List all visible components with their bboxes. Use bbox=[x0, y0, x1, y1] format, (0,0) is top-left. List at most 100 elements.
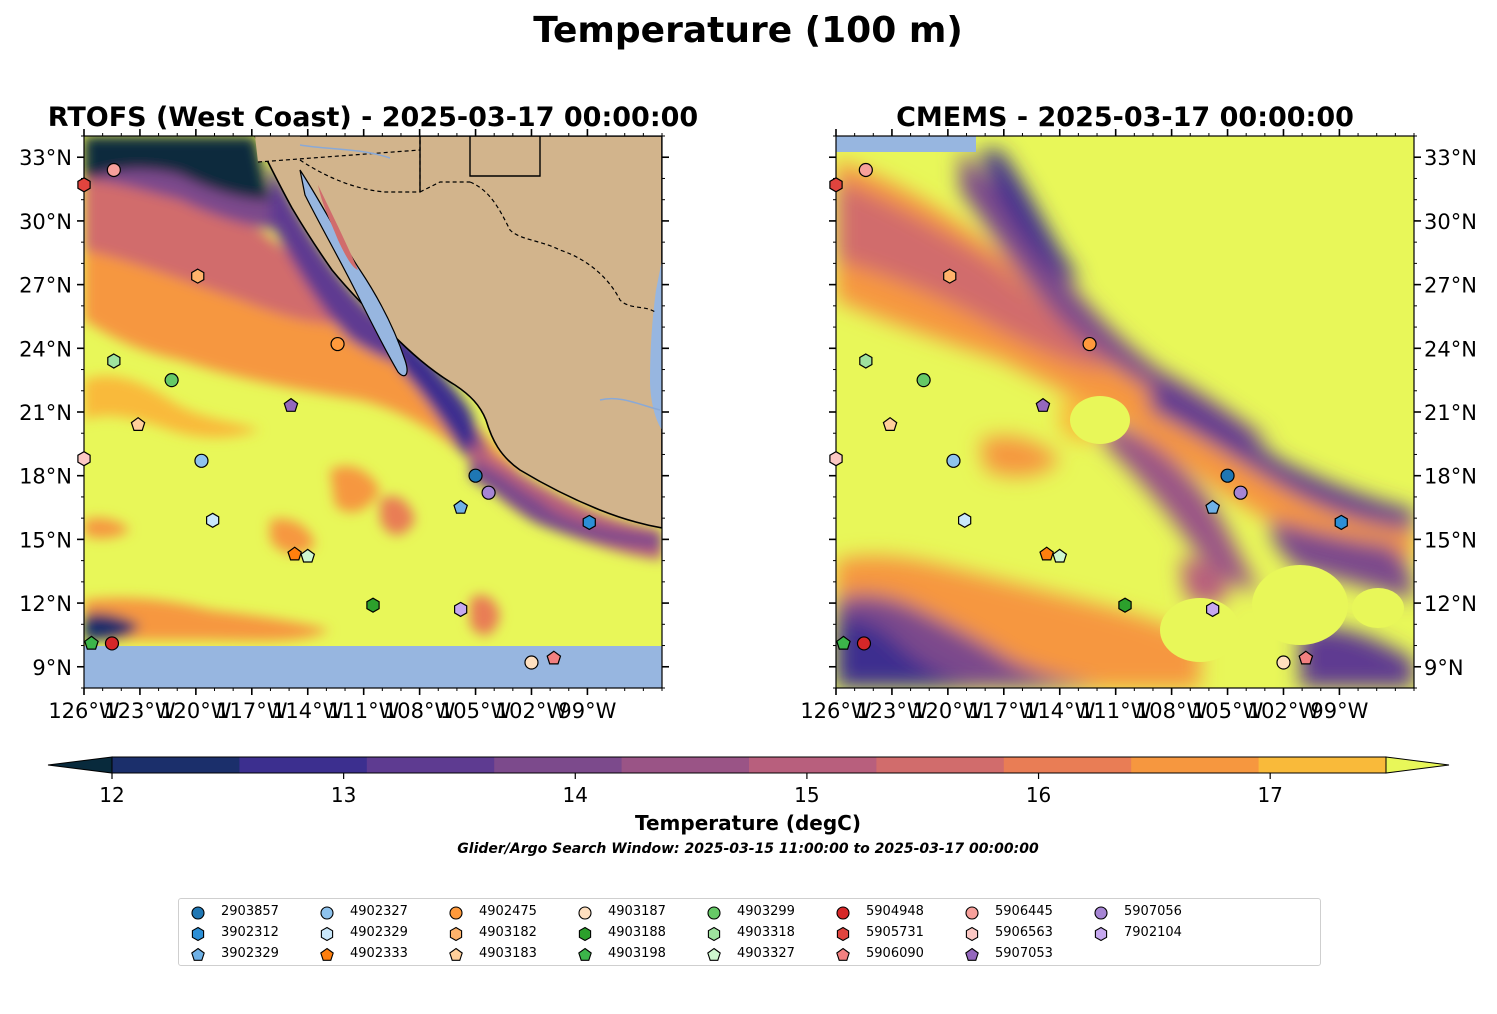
legend-label: 4902329 bbox=[350, 925, 408, 940]
legend-label: 4902327 bbox=[350, 904, 408, 919]
temperature-field bbox=[84, 136, 662, 641]
legend-marker-4903182 bbox=[449, 926, 463, 942]
x-tick-label-cmems: 117°W bbox=[968, 699, 1040, 723]
float-marker-4903318-rtofs bbox=[107, 353, 121, 369]
float-marker-4903188-rtofs bbox=[366, 597, 380, 613]
float-marker-5905731-cmems bbox=[829, 177, 843, 193]
legend-label: 4903318 bbox=[737, 925, 795, 940]
float-marker-7902104-rtofs bbox=[454, 601, 468, 618]
legend-label: 4903183 bbox=[479, 946, 537, 961]
legend-label: 4903299 bbox=[737, 904, 795, 919]
no-data-mask bbox=[836, 136, 976, 152]
warm-eddies bbox=[1070, 396, 1404, 662]
x-tick-label-rtofs: 111°W bbox=[328, 699, 400, 723]
float-marker-5906090-rtofs bbox=[546, 650, 562, 665]
float-marker-4902327-rtofs bbox=[194, 453, 209, 468]
float-marker-5906445-rtofs bbox=[106, 162, 121, 178]
float-marker-4903198-rtofs bbox=[84, 635, 99, 650]
float-marker-4902329-rtofs bbox=[206, 512, 220, 528]
colorbar-extend-high bbox=[1385, 756, 1450, 774]
colorbar-level-7 bbox=[1003, 757, 1132, 773]
pentagon-marker-icon bbox=[836, 947, 850, 961]
legend-marker-4903198 bbox=[578, 947, 592, 961]
float-marker-3902329-rtofs bbox=[453, 499, 469, 514]
y-tick-label-rtofs: 18°N bbox=[19, 465, 72, 489]
colorbar: 12 13 14 15 16 17 bbox=[47, 756, 1450, 807]
legend-marker-4903327 bbox=[707, 947, 721, 961]
x-tick-label-cmems: 111°W bbox=[1080, 699, 1152, 723]
legend-label: 5907053 bbox=[995, 946, 1053, 961]
pentagon-marker-icon bbox=[191, 947, 205, 961]
hexagon-marker-icon bbox=[965, 926, 979, 942]
x-tick-label-cmems: 120°W bbox=[912, 699, 984, 723]
legend-label: 3902329 bbox=[221, 946, 279, 961]
colorbar-tick-label: 16 bbox=[1026, 783, 1051, 807]
x-tick-label-cmems: 102°W bbox=[1248, 699, 1320, 723]
legend-marker-4903188 bbox=[578, 926, 592, 942]
float-marker-4903187-rtofs bbox=[524, 655, 539, 670]
x-tick-label-cmems: 123°W bbox=[856, 699, 928, 723]
y-tick-label-rtofs: 33°N bbox=[19, 146, 72, 170]
x-tick-label-rtofs: 102°W bbox=[496, 699, 568, 723]
x-tick-label-rtofs: 99°W bbox=[558, 699, 616, 723]
legend-label: 4902475 bbox=[479, 904, 537, 919]
circle-marker-icon bbox=[836, 906, 850, 920]
panel-title-rtofs: RTOFS (West Coast) - 2025-03-17 00:00:00 bbox=[48, 102, 698, 133]
colorbar-level-3 bbox=[494, 757, 623, 773]
legend-marker-5906090 bbox=[836, 947, 850, 961]
circle-marker-icon bbox=[191, 906, 205, 920]
legend-label: 5905731 bbox=[866, 925, 924, 940]
legend-marker-5904948 bbox=[836, 906, 850, 920]
float-marker-4903187-cmems bbox=[1276, 655, 1291, 670]
legend-marker-5906445 bbox=[965, 906, 979, 920]
legend-marker-7902104 bbox=[1094, 926, 1108, 942]
colorbar-tick-label: 14 bbox=[563, 783, 588, 807]
colorbar-tick-label: 12 bbox=[99, 783, 124, 807]
float-marker-5904948-rtofs bbox=[104, 636, 120, 651]
colorbar-level-4 bbox=[621, 757, 750, 773]
y-tick-label-cmems: 33°N bbox=[1424, 146, 1477, 170]
circle-marker-icon bbox=[449, 906, 463, 920]
colorbar-level-1 bbox=[239, 757, 368, 773]
y-tick-label-rtofs: 15°N bbox=[19, 528, 72, 552]
x-tick-label-rtofs: 120°W bbox=[160, 699, 232, 723]
colorbar-level-9 bbox=[1258, 757, 1387, 773]
pentagon-marker-icon bbox=[707, 947, 721, 961]
legend-marker-4903183 bbox=[449, 947, 463, 961]
legend-marker-4903318 bbox=[707, 926, 721, 942]
y-tick-label-rtofs: 30°N bbox=[19, 210, 72, 234]
x-tick-label-cmems: 114°W bbox=[1024, 699, 1096, 723]
legend-marker-4902327 bbox=[320, 906, 334, 920]
y-tick-label-cmems: 15°N bbox=[1424, 528, 1477, 552]
colorbar-frame bbox=[111, 756, 1387, 774]
float-marker-4902333-cmems bbox=[1039, 546, 1055, 561]
x-tick-label-rtofs: 108°W bbox=[384, 699, 456, 723]
float-marker-5904948-cmems bbox=[856, 636, 872, 651]
x-tick-label-rtofs: 123°W bbox=[104, 699, 176, 723]
legend-label: 4903182 bbox=[479, 925, 537, 940]
float-marker-4903327-rtofs bbox=[300, 548, 316, 563]
hexagon-marker-icon bbox=[320, 926, 334, 942]
legend-label: 7902104 bbox=[1124, 925, 1182, 940]
hexagon-marker-icon bbox=[191, 926, 205, 942]
colorbar-level-2 bbox=[366, 757, 495, 773]
cmems-map bbox=[836, 136, 1414, 688]
legend-marker-4903299 bbox=[707, 906, 721, 920]
hexagon-marker-icon bbox=[449, 926, 463, 942]
circle-marker-icon bbox=[320, 906, 334, 920]
markers-layer bbox=[77, 162, 1348, 670]
circle-marker-icon bbox=[965, 906, 979, 920]
legend-marker-2903857 bbox=[191, 906, 205, 920]
circle-marker-icon bbox=[1094, 906, 1108, 920]
legend-marker-3902312 bbox=[191, 926, 205, 942]
float-marker-4902327-cmems bbox=[946, 453, 961, 468]
y-tick-label-rtofs: 21°N bbox=[19, 401, 72, 425]
float-marker-4903182-rtofs bbox=[191, 268, 205, 284]
float-marker-4903327-cmems bbox=[1052, 548, 1068, 563]
legend-label: 5907056 bbox=[1124, 904, 1182, 919]
colorbar-tick-label: 17 bbox=[1257, 783, 1282, 807]
legend-label: 5906090 bbox=[866, 946, 924, 961]
y-tick-label-cmems: 9°N bbox=[1424, 656, 1464, 680]
search-window-note: Glider/Argo Search Window: 2025-03-15 11… bbox=[457, 841, 1039, 857]
hexagon-marker-icon bbox=[707, 926, 721, 942]
